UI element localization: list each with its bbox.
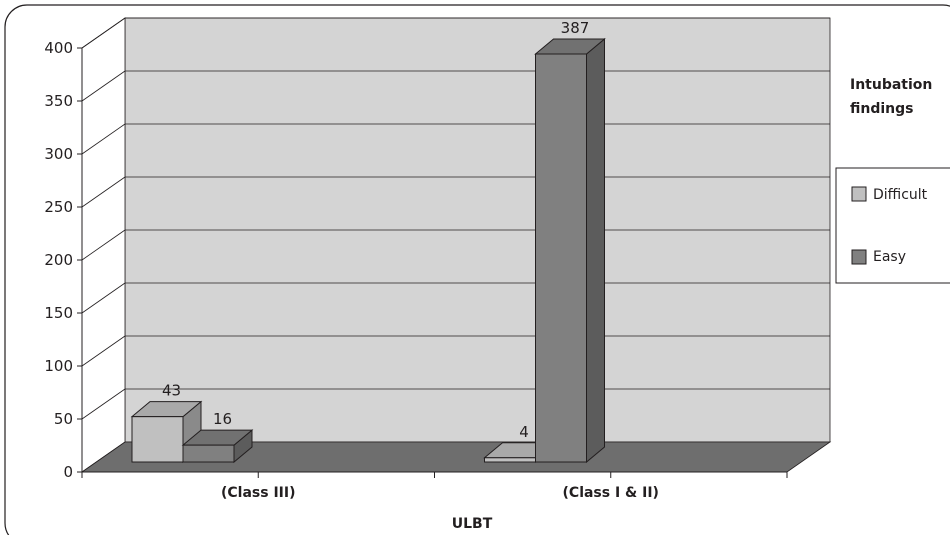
category-label: (Class I & II) xyxy=(563,485,659,501)
wall-gridline xyxy=(81,17,126,49)
bar-easy-2-side xyxy=(586,37,605,464)
wall-gridline xyxy=(81,70,126,102)
wall-gridline xyxy=(81,388,126,420)
wall-gridline xyxy=(81,335,126,367)
data-label-difficult-1: 43 xyxy=(162,382,181,400)
y-tick-label: 350 xyxy=(44,92,73,110)
y-tick-label: 300 xyxy=(44,145,73,163)
data-label-easy-2: 387 xyxy=(561,19,590,37)
data-labels: 43 16 4 387 xyxy=(162,19,589,441)
legend-box xyxy=(835,167,950,284)
bar-easy-1 xyxy=(182,444,235,463)
bars xyxy=(130,37,606,464)
y-tick-label: 150 xyxy=(44,304,73,322)
wall-gridline xyxy=(81,176,126,208)
plot-area xyxy=(80,17,832,473)
legend-label-easy: Easy xyxy=(873,249,906,265)
bar-difficult-2 xyxy=(484,457,536,463)
y-tick-label: 100 xyxy=(44,357,73,375)
y-tick-label: 50 xyxy=(54,410,73,428)
legend-title: Intubation xyxy=(850,77,932,93)
data-label-easy-1: 16 xyxy=(213,410,232,428)
wall-gridline xyxy=(81,123,126,155)
bar-difficult-1 xyxy=(131,416,184,463)
legend: Intubation findings Difficult Easy xyxy=(835,77,950,284)
x-axis-label: ULBT xyxy=(452,516,493,532)
y-tick-label: 250 xyxy=(44,198,73,216)
legend-swatch-difficult xyxy=(851,186,867,202)
legend-label-difficult: Difficult xyxy=(873,187,928,203)
y-tick-label: 400 xyxy=(44,39,73,57)
category-label: (Class III) xyxy=(221,485,295,501)
data-label-difficult-2: 4 xyxy=(519,423,529,441)
bar-easy-2 xyxy=(535,53,587,463)
legend-swatch-easy xyxy=(851,249,867,265)
wall-gridline xyxy=(81,229,126,261)
y-tick-label: 200 xyxy=(44,251,73,269)
legend-title-line-2: findings xyxy=(850,101,914,117)
y-tick-label: 0 xyxy=(63,463,73,481)
axes: 0 50 100 150 200 250 300 350 400 (Class III) (Clas… xyxy=(44,39,788,501)
wall-gridline xyxy=(81,282,126,314)
